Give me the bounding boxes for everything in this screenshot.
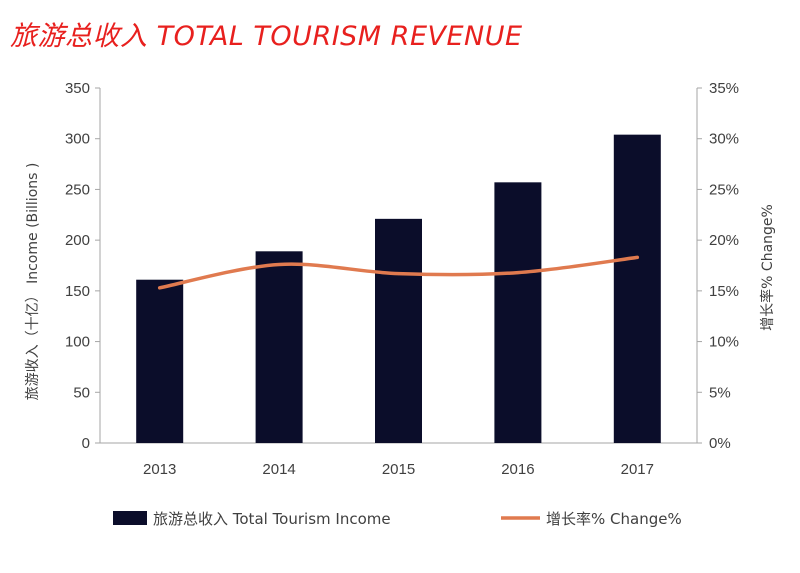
- bar: [255, 251, 303, 443]
- y2-tick-label: 25%: [709, 181, 739, 198]
- x-tick-label: 2013: [143, 461, 176, 478]
- y-tick-label: 200: [65, 232, 90, 249]
- y2-tick-label: 15%: [709, 283, 739, 300]
- x-tick-label: 2014: [262, 461, 295, 478]
- legend-bar-label: 旅游总收入 Total Tourism Income: [153, 510, 391, 528]
- bar: [375, 218, 422, 443]
- y-tick-label: 300: [65, 131, 90, 148]
- y2-tick-label: 30%: [709, 131, 739, 148]
- y2-tick-label: 0%: [709, 435, 731, 452]
- bar: [494, 182, 542, 444]
- y-axis-title: 旅游收入（十亿） Income (Billions ): [25, 163, 41, 401]
- y-tick-label: 0: [82, 435, 90, 452]
- x-tick-label: 2017: [621, 461, 654, 478]
- y2-tick-label: 35%: [709, 80, 739, 97]
- y-tick-label: 150: [65, 283, 90, 300]
- y2-axis-title: 增长率% Change%: [759, 204, 776, 331]
- y-tick-label: 350: [65, 80, 90, 97]
- legend-bar-swatch: [113, 511, 147, 525]
- x-tick-label: 2015: [382, 461, 415, 478]
- legend-line-label: 增长率% Change%: [546, 510, 682, 528]
- y-tick-label: 250: [65, 181, 90, 198]
- y-tick-label: 50: [73, 384, 90, 401]
- bar: [136, 279, 184, 443]
- y2-tick-label: 20%: [709, 232, 739, 249]
- chart-title: 旅游总收入 TOTAL TOURISM REVENUE: [10, 21, 523, 52]
- growth-point: [277, 262, 281, 266]
- growth-point: [635, 255, 639, 259]
- y2-tick-label: 5%: [709, 384, 731, 401]
- growth-point: [158, 286, 162, 290]
- y2-tick-label: 10%: [709, 334, 739, 351]
- x-tick-label: 2016: [501, 461, 534, 478]
- bar: [613, 134, 661, 443]
- growth-point: [516, 271, 520, 275]
- growth-point: [397, 272, 400, 276]
- y-tick-label: 100: [65, 334, 90, 351]
